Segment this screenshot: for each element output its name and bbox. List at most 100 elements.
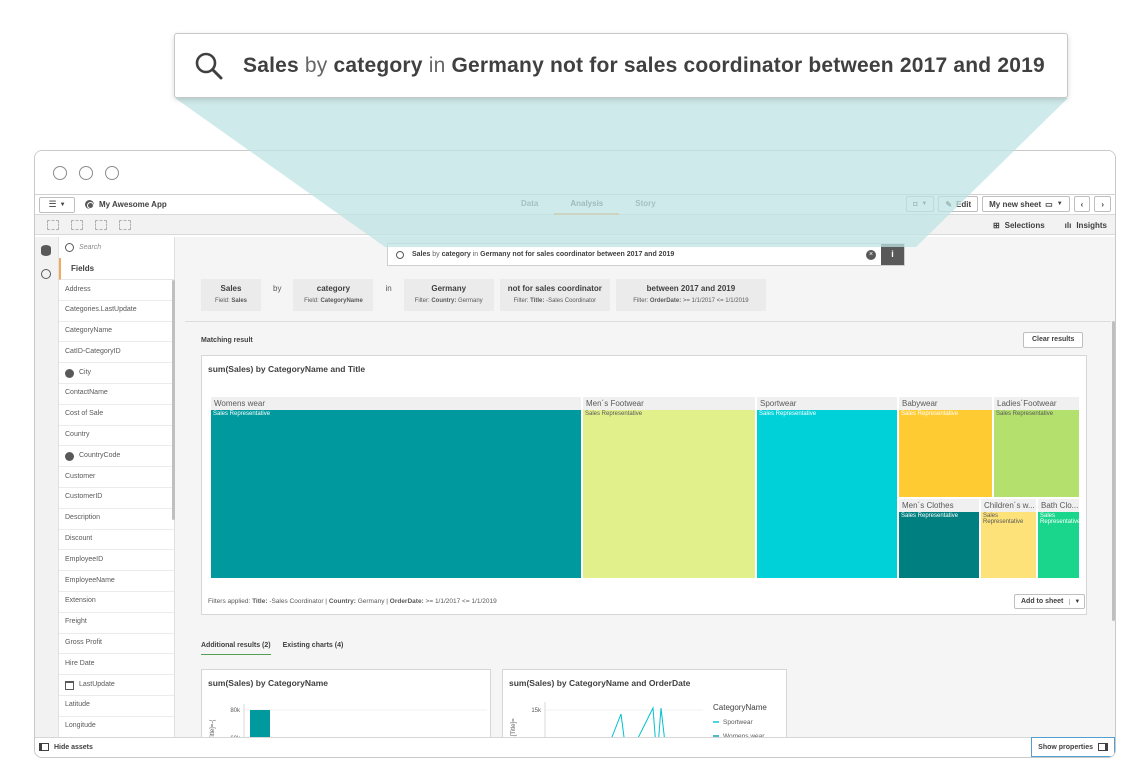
field-item[interactable]: CustomerID xyxy=(59,488,174,509)
treemap-cell[interactable]: Sales Representative xyxy=(899,410,992,497)
field-item[interactable]: CountryCode xyxy=(59,446,174,468)
field-item[interactable]: Country xyxy=(59,426,174,447)
database-icon[interactable] xyxy=(41,245,51,256)
bookmark-button[interactable]: ⌑ ▼ xyxy=(906,196,935,212)
selections-button[interactable]: ⊞ Selections xyxy=(993,221,1045,230)
y-axis-label: any),[Title]= xyxy=(511,718,517,737)
field-item[interactable]: Latitude xyxy=(59,696,174,717)
chevron-down-icon[interactable]: ▼ xyxy=(1069,598,1084,605)
chip-connector: in xyxy=(385,284,392,293)
treemap-cell[interactable]: Sales Representative xyxy=(583,410,755,578)
insight-search-input[interactable]: Sales by category in Germany not for sal… xyxy=(387,243,905,266)
legend-title: CategoryName xyxy=(713,703,767,712)
field-item[interactable]: Gross Profit xyxy=(59,634,174,655)
field-item[interactable]: Cost of Sale xyxy=(59,405,174,426)
query-chip[interactable]: between 2017 and 2019 Filter: OrderDate: … xyxy=(615,279,766,311)
field-item[interactable]: Longitude xyxy=(59,717,174,738)
chevron-down-icon: ▼ xyxy=(1056,201,1063,207)
window-maximize-button[interactable] xyxy=(105,165,119,180)
info-icon[interactable]: i xyxy=(881,244,904,265)
field-label: EmployeeName xyxy=(65,576,115,584)
field-item[interactable]: City xyxy=(59,363,174,384)
global-menu-button[interactable]: ☰ ▼ xyxy=(39,196,75,213)
chip-subtitle: Field: CategoryName xyxy=(301,298,365,304)
window-minimize-button[interactable] xyxy=(79,165,93,180)
query-chip[interactable]: category Field: CategoryName xyxy=(293,279,374,311)
field-item[interactable]: CatID-CategoryID xyxy=(59,342,174,364)
filter-key: Title: xyxy=(252,598,268,605)
next-sheet-button[interactable]: › xyxy=(1094,196,1111,212)
bar-chart: y),[Title]=-{80k 60k xyxy=(210,704,487,737)
sheet-selector[interactable]: My new sheet ▭ ▼ xyxy=(982,196,1070,212)
tab-data[interactable]: Data xyxy=(521,199,539,208)
chip-sub-rest: Germany xyxy=(456,298,483,304)
chip-sub-value: Country: xyxy=(431,298,457,304)
tab-additional-results[interactable]: Additional results (2) xyxy=(201,642,271,655)
field-label: Latitude xyxy=(65,701,90,709)
field-label: Freight xyxy=(65,618,87,626)
query-chip[interactable]: Sales Field: Sales xyxy=(201,279,261,311)
step-forward-icon[interactable] xyxy=(95,219,107,230)
smart-search-icon[interactable] xyxy=(47,219,59,230)
insights-button[interactable]: ılı Insights xyxy=(1065,221,1107,230)
sheet-label: My new sheet xyxy=(989,199,1042,209)
main-scrollbar[interactable] xyxy=(1112,321,1115,621)
treemap-cell[interactable]: Sales Representative xyxy=(994,410,1079,497)
field-label: Address xyxy=(65,285,91,293)
treemap-cell[interactable]: Sales Representative xyxy=(1038,512,1079,578)
treemap-cell[interactable]: Sales Representative xyxy=(211,410,581,578)
field-label: Gross Profit xyxy=(65,639,102,647)
bar xyxy=(250,710,270,737)
chip-subtitle: Field: Sales xyxy=(209,298,253,304)
field-item[interactable]: LastUpdate xyxy=(59,675,174,696)
selections-label: Selections xyxy=(1004,220,1045,230)
field-item[interactable]: Description xyxy=(59,509,174,530)
step-back-icon[interactable] xyxy=(71,219,83,230)
field-item[interactable]: Customer xyxy=(59,467,174,488)
field-item[interactable]: Categories.LastUpdate xyxy=(59,301,174,322)
clear-selections-icon[interactable] xyxy=(119,219,131,230)
tab-story[interactable]: Story xyxy=(635,199,656,208)
edit-button[interactable]: ✎ Edit xyxy=(938,196,979,212)
legend-item: Sportwear xyxy=(723,719,753,726)
treemap-sub-label: Sales Representative xyxy=(213,411,271,417)
fields-scrollbar[interactable] xyxy=(172,280,175,520)
tab-existing-charts[interactable]: Existing charts (4) xyxy=(282,642,344,649)
query-term: Germany not for sales coordinator betwee… xyxy=(451,53,1045,77)
globe-icon xyxy=(85,200,94,209)
field-item[interactable]: CategoryName xyxy=(59,322,174,343)
field-item[interactable]: EmployeeID xyxy=(59,550,174,572)
close-circle-icon[interactable]: × xyxy=(866,250,876,260)
field-item[interactable]: Extension xyxy=(59,592,174,613)
field-item[interactable]: EmployeeName xyxy=(59,571,174,592)
calendar-icon xyxy=(65,680,74,690)
window-close-button[interactable] xyxy=(53,165,67,180)
app-title[interactable]: My Awesome App xyxy=(85,200,167,209)
field-item[interactable]: Hire Date xyxy=(59,654,174,676)
field-item[interactable]: Freight xyxy=(59,613,174,634)
prev-sheet-button[interactable]: ‹ xyxy=(1073,196,1091,212)
treemap-sub-label: Sales Representative xyxy=(585,411,643,417)
query-chip[interactable]: Germany Filter: Country: Germany xyxy=(403,279,494,311)
query-term: Germany not for sales coordinator betwee… xyxy=(480,251,675,258)
field-item[interactable]: ContactName xyxy=(59,384,174,405)
chevron-down-icon: ▼ xyxy=(59,201,66,208)
clear-results-button[interactable]: Clear results xyxy=(1023,332,1084,348)
treemap-cell[interactable]: Sales Representative xyxy=(757,410,897,578)
treemap-cell[interactable]: Sales Representative xyxy=(981,512,1036,578)
treemap-cell[interactable]: Sales Representative xyxy=(899,512,979,578)
link-icon[interactable] xyxy=(41,269,51,279)
query-chip[interactable]: not for sales coordinator Filter: Title: … xyxy=(499,279,610,311)
chip-sub-value: Title: xyxy=(530,298,545,304)
fields-search[interactable]: Search xyxy=(59,237,174,258)
field-item[interactable]: Address xyxy=(59,280,174,301)
tab-analysis[interactable]: Analysis xyxy=(554,195,620,215)
line-chart: any),[Title]=15k10kCategoryNameSportwear… xyxy=(511,702,767,737)
field-label: CatID-CategoryID xyxy=(65,347,121,355)
line-chart-title: sum(Sales) by CategoryName and OrderDate xyxy=(509,678,691,688)
show-properties-button[interactable]: Show properties xyxy=(1031,737,1115,757)
hide-assets-button[interactable]: Hide assets xyxy=(35,737,335,757)
add-to-sheet-button[interactable]: Add to sheet ▼ xyxy=(1014,594,1086,609)
field-item[interactable]: Discount xyxy=(59,530,174,551)
